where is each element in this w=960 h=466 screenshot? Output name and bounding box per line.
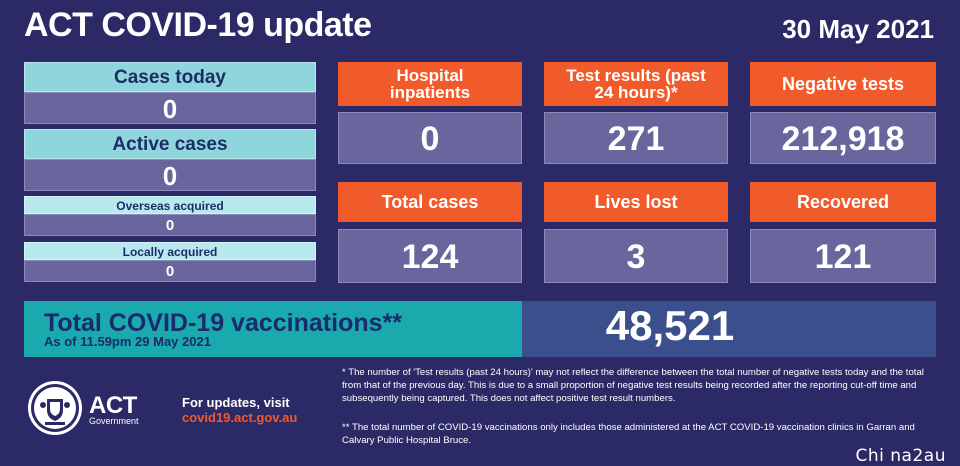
cases-today-label: Cases today xyxy=(24,62,316,92)
vaccinations-value-panel xyxy=(522,301,936,357)
active-cases-label: Active cases xyxy=(24,129,316,159)
act-logo-text: ACT xyxy=(89,392,137,419)
lives-lost-label: Lives lost xyxy=(544,182,728,222)
locally-acquired-value: 0 xyxy=(24,260,316,282)
watermark: Chi na2au xyxy=(855,446,946,466)
footnote-test-results: * The number of 'Test results (past 24 h… xyxy=(342,367,924,404)
test-results-value: 271 xyxy=(544,112,728,164)
page-title: ACT COVID-19 update xyxy=(24,6,372,44)
act-government-crest-icon xyxy=(28,381,82,435)
vaccinations-value: 48,521 xyxy=(605,302,735,349)
overseas-acquired-value: 0 xyxy=(24,214,316,236)
active-cases-value: 0 xyxy=(24,159,316,191)
overseas-acquired-label: Overseas acquired xyxy=(24,196,316,214)
government-logo-text: Government xyxy=(89,416,139,426)
negative-tests-value: 212,918 xyxy=(750,112,936,164)
updates-text: For updates, visit xyxy=(182,395,290,410)
hospital-inpatients-value: 0 xyxy=(338,112,522,164)
hospital-inpatients-label: Hospital inpatients xyxy=(338,62,522,106)
vaccinations-title: Total COVID-19 vaccinations** xyxy=(44,309,402,337)
recovered-label: Recovered xyxy=(750,182,936,222)
cases-today-value: 0 xyxy=(24,92,316,124)
recovered-value: 121 xyxy=(750,229,936,283)
locally-acquired-label: Locally acquired xyxy=(24,242,316,260)
vaccinations-banner xyxy=(24,301,522,357)
vaccinations-as-of: As of 11.59pm 29 May 2021 xyxy=(44,334,211,349)
total-cases-label: Total cases xyxy=(338,182,522,222)
updates-link[interactable]: covid19.act.gov.au xyxy=(182,410,298,425)
lives-lost-value: 3 xyxy=(544,229,728,283)
total-cases-value: 124 xyxy=(338,229,522,283)
negative-tests-label: Negative tests xyxy=(750,62,936,106)
test-results-label: Test results (past 24 hours)* xyxy=(544,62,728,106)
report-date: 30 May 2021 xyxy=(782,14,934,44)
footnote-vaccinations: ** The total number of COVID-19 vaccinat… xyxy=(342,422,915,446)
